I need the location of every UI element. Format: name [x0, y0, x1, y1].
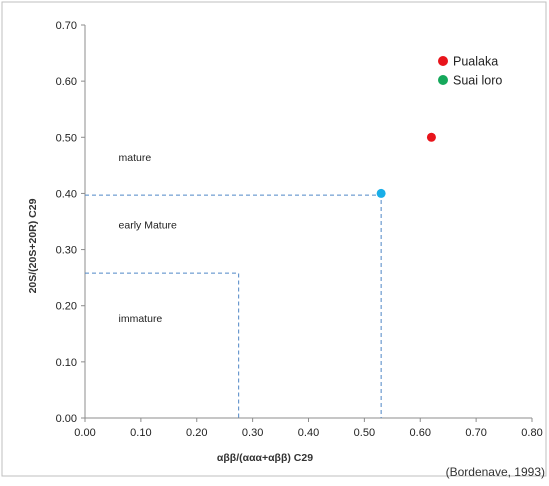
- x-tick-label: 0.30: [242, 427, 263, 439]
- x-tick-label: 0.70: [465, 427, 486, 439]
- zone-label: immature: [119, 313, 163, 325]
- legend-marker: [438, 56, 448, 66]
- chart-border: [1, 1, 547, 477]
- y-tick-label: 0.10: [56, 357, 77, 369]
- x-tick-label: 0.00: [74, 427, 95, 439]
- zone-boundary-line: [85, 272, 240, 418]
- data-points: [376, 132, 436, 198]
- x-tick-label: 0.50: [354, 427, 375, 439]
- x-axis-title: αββ/(ααα+αββ) C29: [217, 452, 313, 464]
- x-tick-label: 0.10: [130, 427, 151, 439]
- data-point-highlight: [376, 188, 386, 198]
- y-tick-label: 0.60: [56, 76, 77, 88]
- zone-labels: mature early Mature immature: [119, 152, 178, 325]
- x-tick-label: 0.20: [186, 427, 207, 439]
- data-point-pualaka: [426, 132, 436, 142]
- legend-label: Pualaka: [453, 55, 498, 69]
- y-tick-label: 0.40: [56, 188, 77, 200]
- zone-label: early Mature: [119, 219, 178, 231]
- y-tick-label: 0.70: [56, 20, 77, 32]
- y-tick-label: 0.50: [56, 132, 77, 144]
- x-tick-label: 0.40: [298, 427, 319, 439]
- legend-marker: [438, 75, 448, 85]
- legend: Pualaka Suai loro: [438, 55, 502, 88]
- x-tick-label: 0.80: [521, 427, 542, 439]
- citation: (Bordenave, 1993): [446, 465, 545, 479]
- legend-label: Suai loro: [453, 74, 502, 88]
- y-tick-label: 0.20: [56, 301, 77, 313]
- axes-layer: 0.00 0.10 0.20 0.30 0.40 0.50 0.60 0.70 0.00 0.10…: [56, 20, 543, 439]
- x-tick-label: 0.60: [410, 427, 431, 439]
- y-axis-title: 20S/(20S+20R) C29: [27, 198, 39, 293]
- y-tick-label: 0.00: [56, 413, 77, 425]
- y-tick-label: 0.30: [56, 245, 77, 257]
- zone-label: mature: [119, 152, 152, 164]
